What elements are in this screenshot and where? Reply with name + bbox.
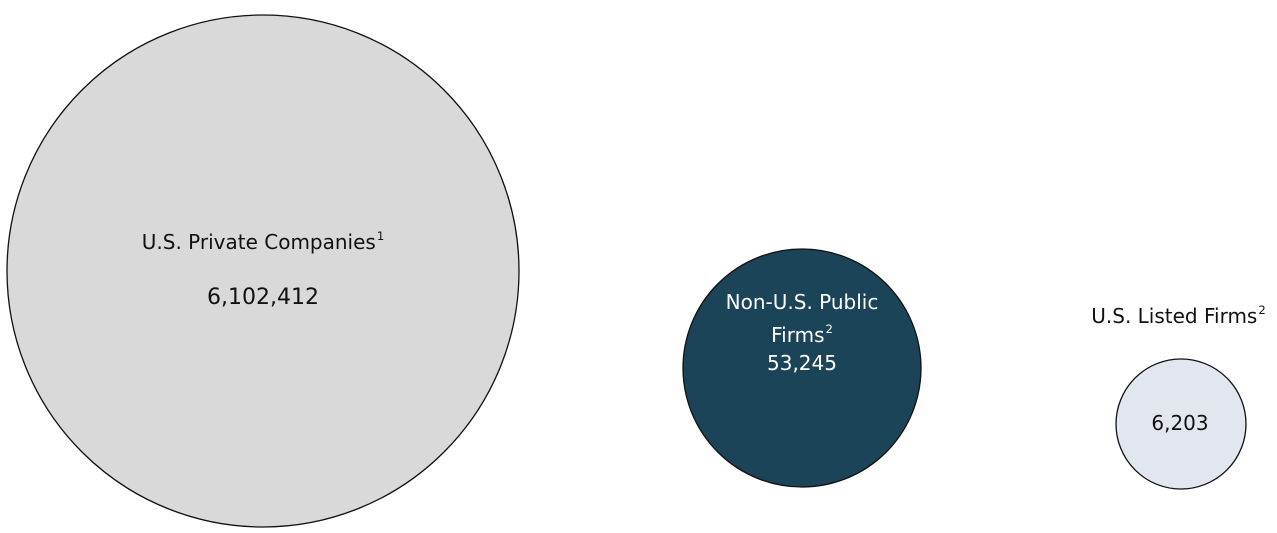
- non-us-public-firms-bubble: [682, 248, 922, 488]
- us-private-companies-label-text: U.S. Private Companies: [141, 230, 376, 254]
- non-us-public-firms-label-text: Firms: [771, 323, 825, 347]
- non-us-public-firms-label-line2: Firms2: [682, 321, 922, 347]
- us-private-companies-footnote: 1: [376, 228, 385, 243]
- us-listed-firms-value: 6,203: [1151, 411, 1209, 435]
- us-private-companies-bubble: [6, 14, 520, 528]
- us-listed-firms-bubble: [1115, 358, 1247, 490]
- us-listed-firms-label-text: U.S. Listed Firms: [1091, 304, 1258, 328]
- us-listed-firms-footnote: 2: [1258, 302, 1266, 317]
- us-private-companies-value: 6,102,412: [207, 285, 319, 310]
- non-us-public-firms-label-line1: Non-U.S. Public: [725, 290, 879, 314]
- us-listed-firms-label: U.S. Listed Firms2: [1080, 302, 1277, 328]
- non-us-public-firms-value: 53,245: [767, 351, 837, 375]
- us-private-companies-label: U.S. Private Companies1: [53, 228, 473, 254]
- non-us-public-firms-footnote: 2: [825, 321, 833, 336]
